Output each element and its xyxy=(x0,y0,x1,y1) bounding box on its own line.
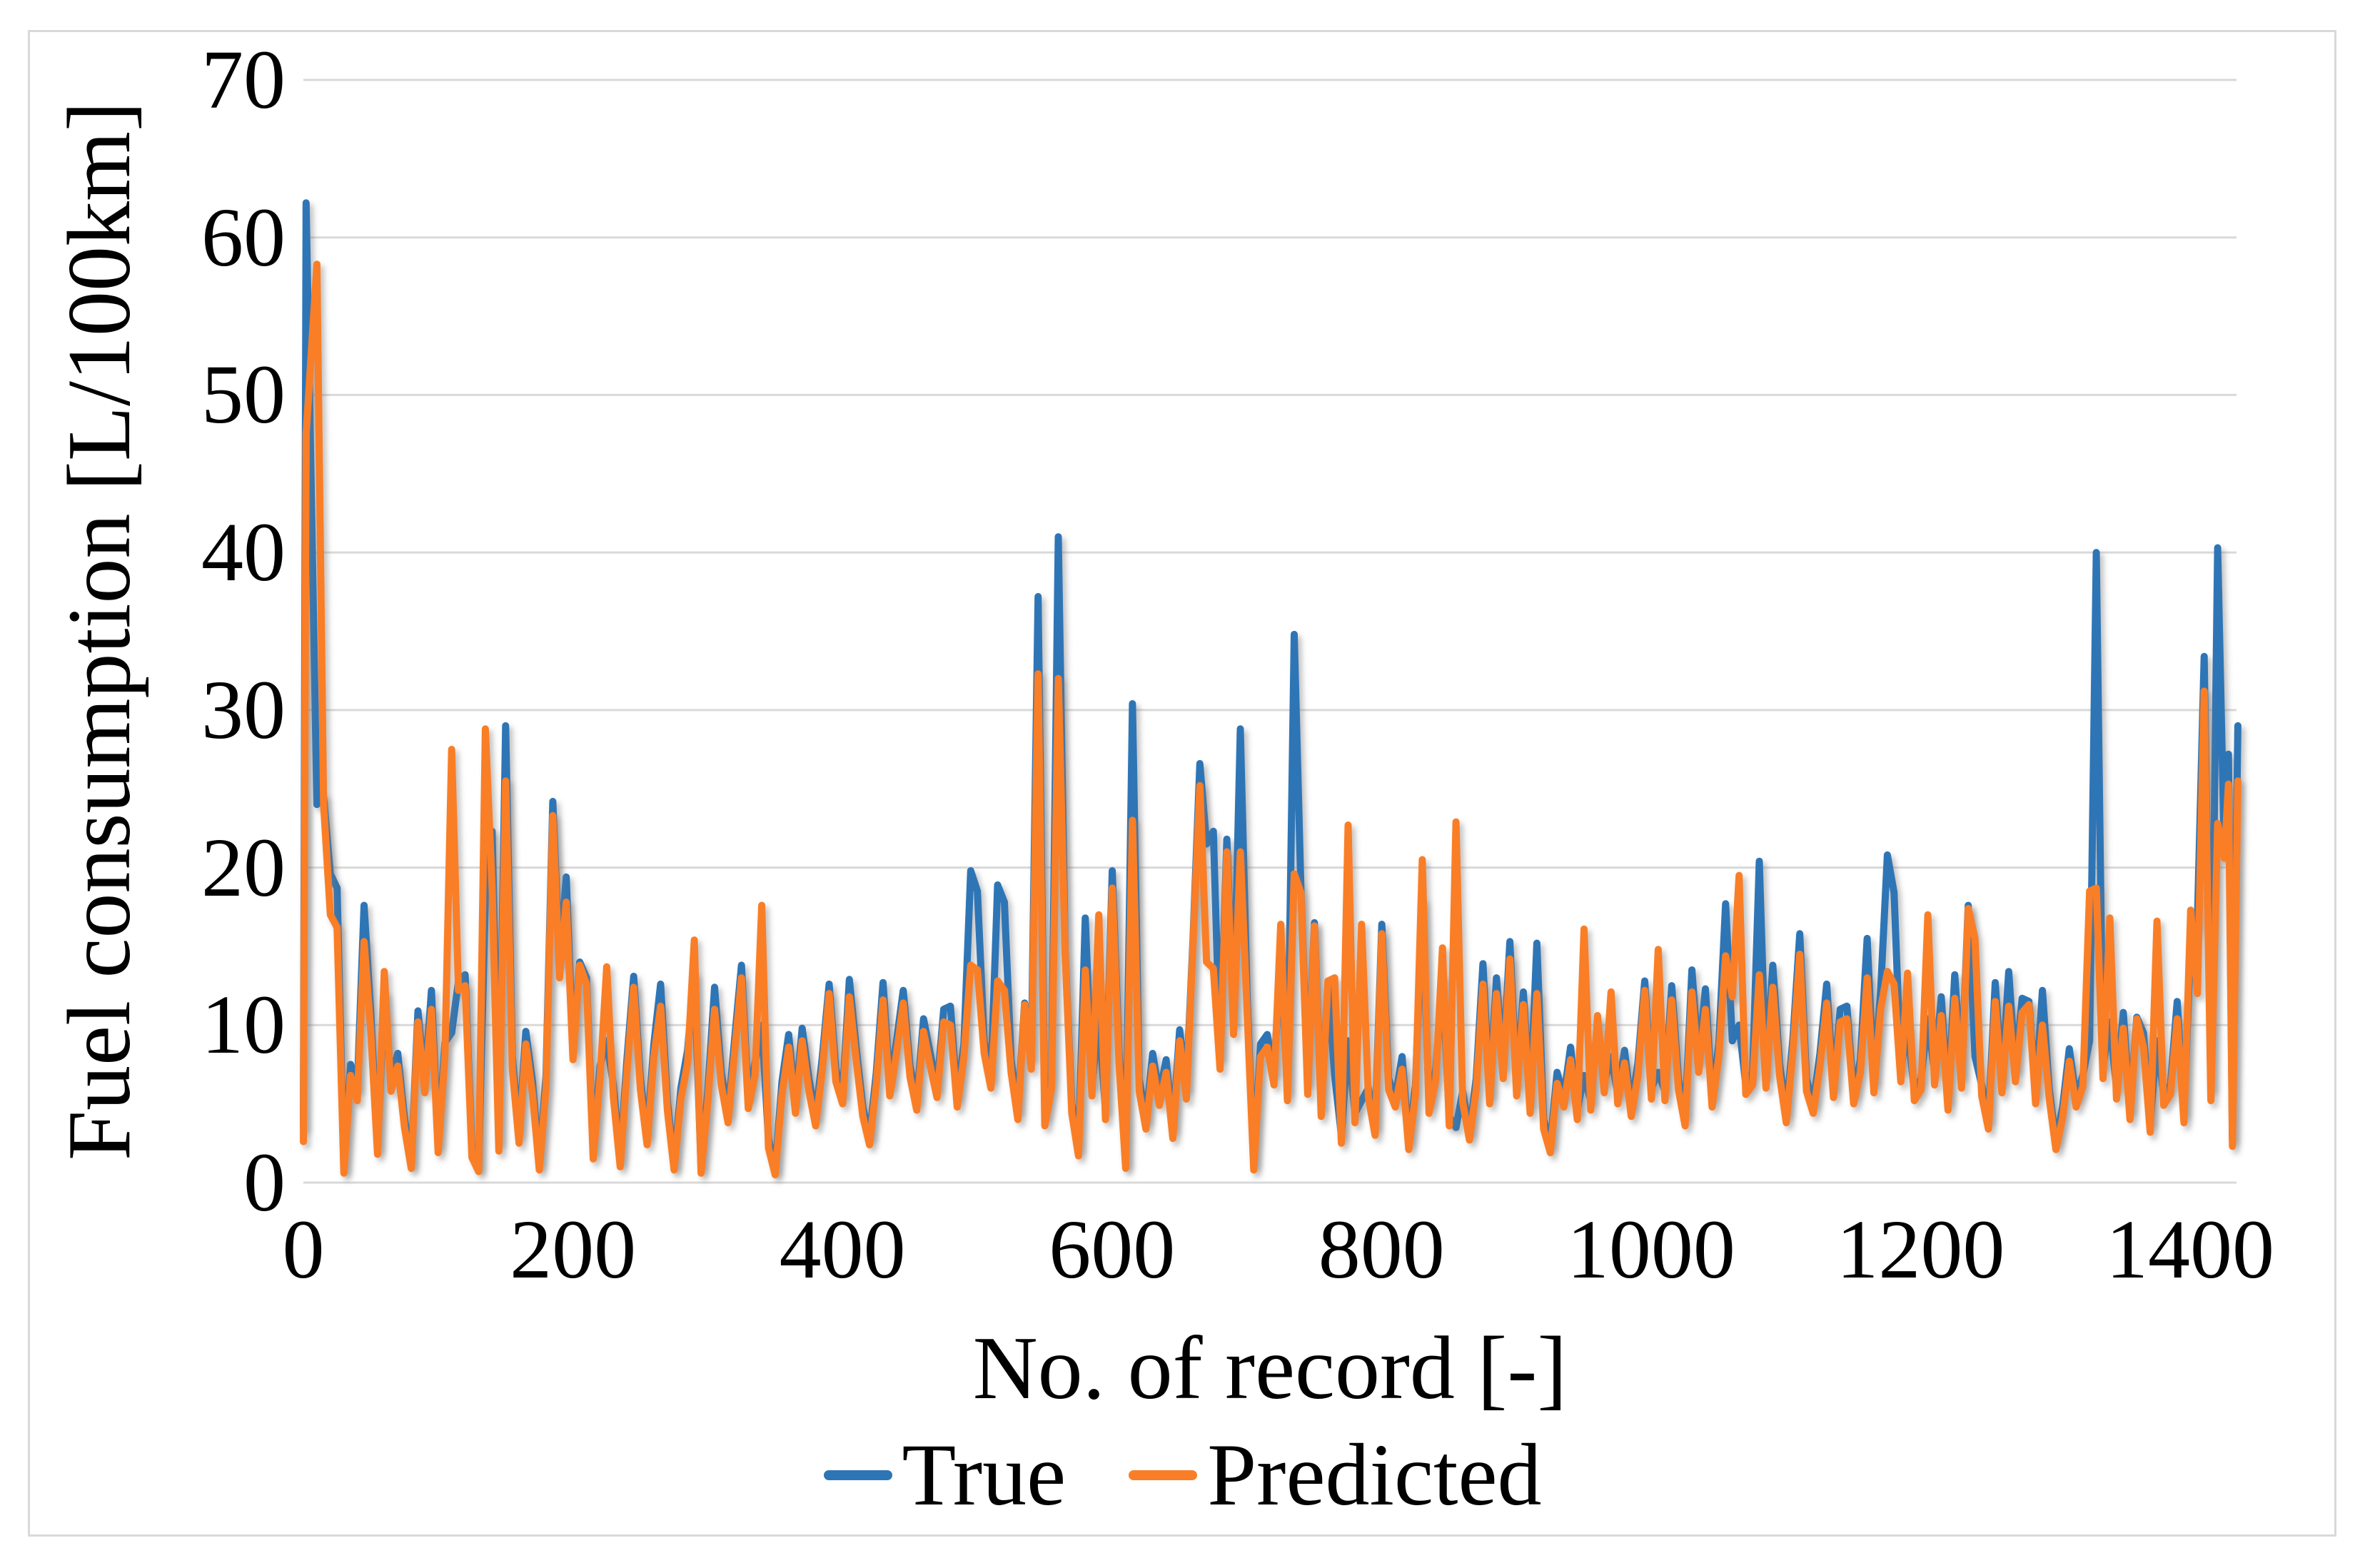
legend-item-predicted: Predicted xyxy=(1129,1426,1542,1524)
x-tick-label-1200: 1200 xyxy=(1836,1203,2005,1296)
y-tick-label-50: 50 xyxy=(201,348,286,442)
x-tick-label-0: 0 xyxy=(282,1203,325,1296)
x-axis-title: No. of record [-] xyxy=(972,1319,1568,1418)
y-tick-label-70: 70 xyxy=(201,33,286,126)
series-lines xyxy=(300,199,2242,1178)
legend: True Predicted xyxy=(0,1429,2365,1522)
x-tick-label-800: 800 xyxy=(1318,1203,1445,1296)
legend-dash-icon-true xyxy=(823,1470,892,1480)
y-tick-label-60: 60 xyxy=(201,190,286,284)
legend-label-predicted: Predicted xyxy=(1207,1426,1542,1524)
x-tick-label-600: 600 xyxy=(1049,1203,1176,1296)
x-tick-label-1400: 1400 xyxy=(2106,1203,2274,1296)
y-tick-label-30: 30 xyxy=(201,662,286,757)
x-tick-label-400: 400 xyxy=(779,1203,906,1296)
legend-label-true: True xyxy=(902,1426,1066,1524)
y-tick-label-10: 10 xyxy=(201,978,286,1072)
legend-dash-icon-predicted xyxy=(1129,1470,1198,1480)
y-axis-title: Fuel consumption [L/100km] xyxy=(50,101,149,1160)
y-tick-label-0: 0 xyxy=(243,1135,286,1229)
x-tick-label-1000: 1000 xyxy=(1566,1203,1735,1296)
legend-item-true: True xyxy=(823,1426,1066,1524)
y-tick-label-20: 20 xyxy=(201,820,286,914)
y-tick-label-40: 40 xyxy=(201,505,286,600)
x-tick-label-200: 200 xyxy=(510,1203,637,1296)
chart-frame xyxy=(28,30,2336,1537)
series-line-predicted xyxy=(300,261,2242,1178)
gridlines xyxy=(303,79,2237,1184)
